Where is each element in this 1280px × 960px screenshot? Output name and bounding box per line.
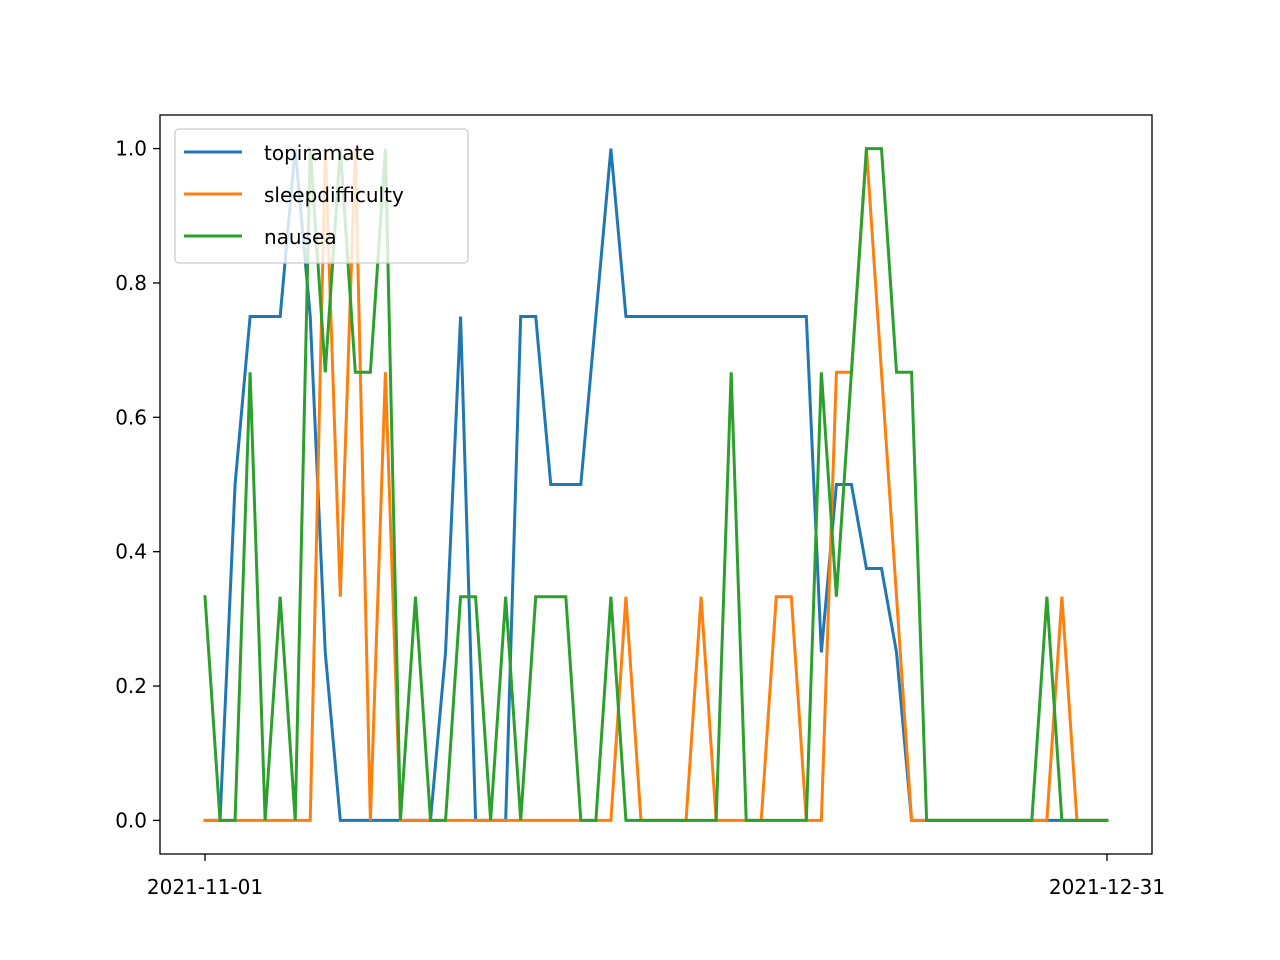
y-tick-label: 0.0 (115, 808, 147, 832)
series-line-nausea (203, 147, 1109, 822)
y-tick-label: 0.6 (115, 405, 147, 429)
y-tick-label: 0.8 (115, 271, 147, 295)
x-tick-label: 2021-12-31 (1049, 875, 1165, 899)
legend-box (174, 128, 469, 264)
axes-frame (159, 114, 1153, 855)
y-tick-label: 0.2 (115, 674, 147, 698)
legend-label-nausea: nausea (264, 225, 337, 249)
x-axis-ticks: 2021-11-01 2021-12-31 (147, 854, 1165, 899)
y-tick-label: 0.4 (115, 540, 147, 564)
y-tick-label: 1.0 (115, 137, 147, 161)
legend-label-sleepdifficulty: sleepdifficulty (264, 183, 404, 207)
legend: topiramate sleepdifficulty nausea (174, 128, 469, 264)
legend-label-topiramate: topiramate (264, 141, 375, 165)
x-tick-label: 2021-11-01 (147, 875, 263, 899)
y-axis-ticks: 0.0 0.2 0.4 0.6 0.8 1.0 (115, 137, 160, 832)
